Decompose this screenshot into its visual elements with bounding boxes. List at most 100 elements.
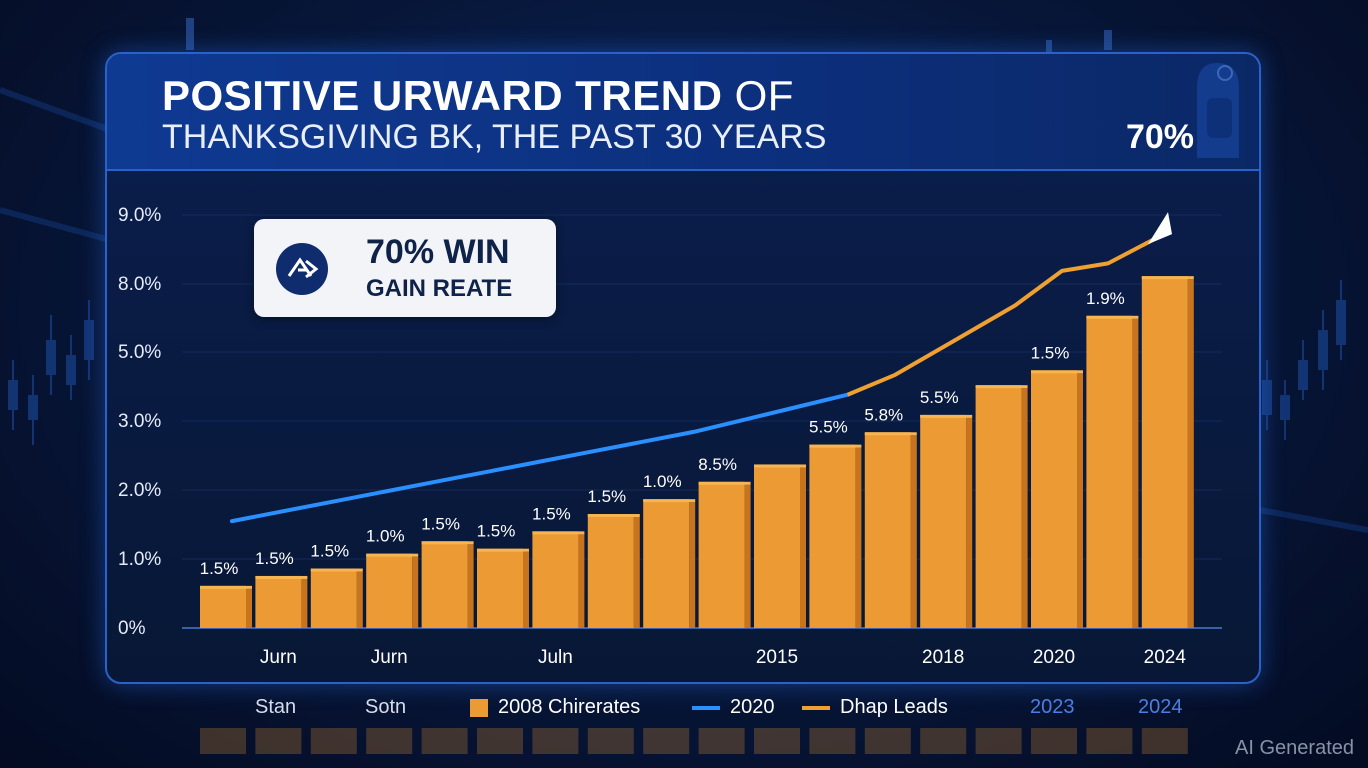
legend-swatch-square <box>470 698 488 717</box>
data-label: 1.5% <box>200 559 239 578</box>
bar-side <box>633 517 640 628</box>
legend-item-2020: 2020 <box>692 696 775 719</box>
y-tick-label: 0% <box>118 618 146 639</box>
bar <box>643 499 690 628</box>
header-band <box>107 54 1259 171</box>
bar-side <box>301 578 308 628</box>
badge-title: 70% WIN <box>366 233 510 271</box>
reflection-bar <box>1031 728 1077 754</box>
bar-side <box>523 551 529 628</box>
data-label: 1.5% <box>310 542 349 561</box>
bar <box>587 514 634 628</box>
bar-top <box>477 548 529 552</box>
bar <box>698 481 745 628</box>
reflection-bar <box>255 728 302 754</box>
reflection-bar <box>864 728 911 754</box>
trend-line-blue <box>230 392 850 524</box>
bar <box>975 385 1022 628</box>
y-axis: 0% 1.0% 2.0% 3.0% 5.0% 8.0% 9.0% <box>118 205 161 639</box>
win-rate-badge: 70% WIN GAIN REATE <box>254 219 556 317</box>
legend: Stan Sotn 2008 Chirerates 2020 Dhap Lead… <box>240 696 1200 722</box>
reflection-bar <box>754 728 800 754</box>
legend-item-leads: Dhap Leads <box>802 696 948 719</box>
legend-label: Stan <box>255 696 297 718</box>
bar-side <box>578 534 585 628</box>
bar-side <box>910 435 917 628</box>
bar <box>1031 370 1077 628</box>
y-tick-label: 5.0% <box>118 342 161 363</box>
legend-label: 2020 <box>730 696 775 718</box>
bar-top <box>698 481 751 485</box>
reflection-bar <box>477 728 523 754</box>
bar <box>310 568 357 628</box>
y-tick-label: 9.0% <box>118 205 161 226</box>
x-tick-label: Jurn <box>371 647 408 668</box>
chart-reflection: 0% <box>200 728 1188 754</box>
x-tick-label: 2024 <box>1144 647 1187 668</box>
bar <box>532 531 579 628</box>
bar-top <box>532 531 585 535</box>
bar <box>809 444 856 628</box>
legend-label: 2008 Chirerates <box>498 696 641 718</box>
title-suffix-text: OF <box>734 72 794 119</box>
legend-item-stan: Stan <box>255 696 296 719</box>
data-label: 1.5% <box>477 522 516 541</box>
reflection-bar <box>1141 728 1188 754</box>
reflection-bar <box>975 728 1022 754</box>
x-tick-label: 2020 <box>1033 647 1075 668</box>
bar <box>1141 276 1188 628</box>
reflection-bar <box>643 728 690 754</box>
y-tick-label: 8.0% <box>118 274 161 295</box>
data-labels: 1.5% 1.5% 1.5% 1.0% 1.5% 1.5% 1.5% 1.5% 1.0% 8.5%… <box>200 289 1125 578</box>
y-tick-label: 2.0% <box>118 480 161 501</box>
watermark: AI Generated <box>1235 737 1354 759</box>
bar-top <box>587 514 640 518</box>
data-label: 5.8% <box>864 405 903 424</box>
data-label: 8.5% <box>698 455 737 474</box>
bar <box>255 575 302 628</box>
legend-item-sotn: Sotn <box>365 696 406 719</box>
data-label: 1.5% <box>421 514 460 533</box>
badge-subtitle: GAIN REATE <box>366 275 513 302</box>
reflection-bar <box>366 728 413 754</box>
legend-item-2024: 2024 <box>1138 696 1183 719</box>
lock-icon <box>1197 63 1239 158</box>
trend-lines <box>230 212 1172 524</box>
bar-side <box>1132 318 1139 628</box>
bar-side <box>467 544 474 628</box>
bar-top <box>975 385 1028 389</box>
data-label: 1.5% <box>255 549 294 568</box>
bar-top <box>1031 370 1083 374</box>
legend-item-bars: 2008 Chirerates <box>470 696 640 719</box>
x-tick-label: Juln <box>538 647 573 668</box>
bar-side <box>800 467 806 628</box>
reflection-bar <box>587 728 634 754</box>
bar-top <box>366 553 419 557</box>
bar-top <box>310 568 363 572</box>
bar-top <box>200 585 252 589</box>
legend-label: 2024 <box>1138 696 1183 718</box>
bar <box>477 548 523 628</box>
bar-top <box>920 414 973 418</box>
data-label: 1.9% <box>1086 289 1125 308</box>
data-label: 1.5% <box>532 504 571 523</box>
data-label: 1.0% <box>366 527 405 546</box>
trend-arrow-head <box>1148 212 1172 245</box>
bar-top <box>255 575 308 579</box>
reflection-bar <box>421 728 468 754</box>
legend-label: Sotn <box>365 696 407 718</box>
x-axis: Jurn Jurn Juln 2015 2018 2020 2024 <box>260 647 1186 668</box>
data-label: 1.5% <box>587 487 626 506</box>
bar-side <box>1021 388 1028 628</box>
chart-title-line1: POSITIVE URWARD TREND OF <box>162 72 794 120</box>
bar <box>366 553 413 628</box>
data-label: 1.0% <box>643 472 682 491</box>
legend-swatch-blue-line <box>692 705 720 710</box>
bar-side <box>855 447 862 628</box>
bar <box>864 432 911 628</box>
bar-side <box>246 588 252 628</box>
x-tick-label: 2018 <box>922 647 964 668</box>
legend-label: 2023 <box>1030 696 1075 718</box>
title-main-text: POSITIVE URWARD TREND <box>162 72 723 119</box>
